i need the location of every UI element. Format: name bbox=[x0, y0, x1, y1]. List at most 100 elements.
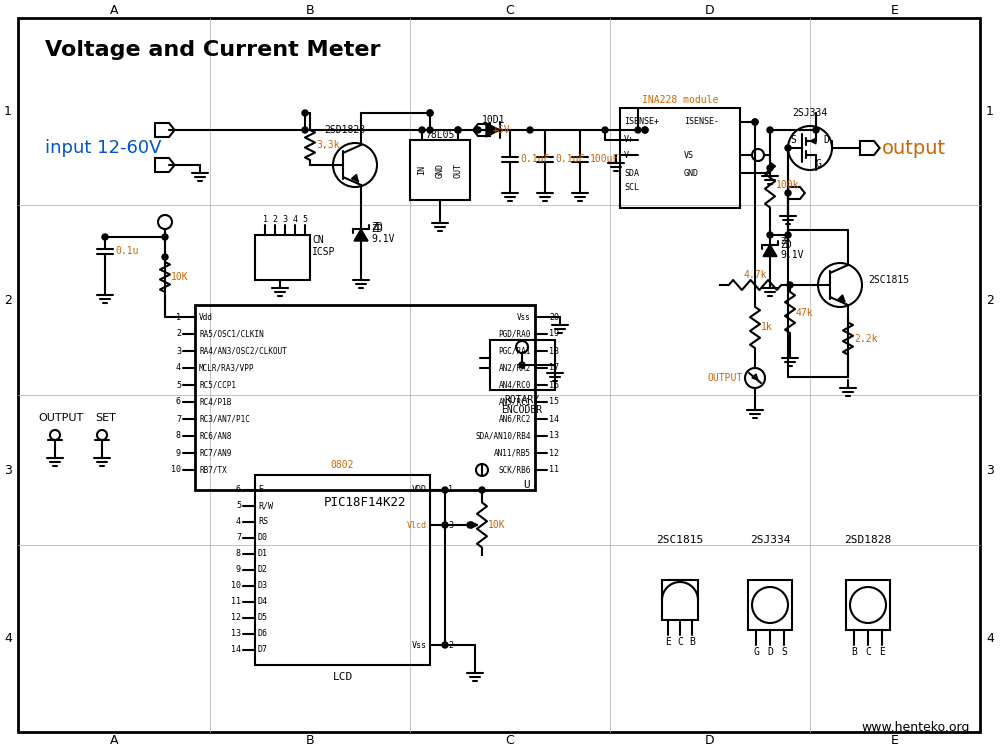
Text: D2: D2 bbox=[258, 566, 268, 574]
Text: 2SC1815: 2SC1815 bbox=[656, 535, 704, 545]
Text: PIC18F14K22: PIC18F14K22 bbox=[324, 496, 406, 508]
Text: C: C bbox=[865, 647, 871, 657]
Text: PGC/RA1: PGC/RA1 bbox=[499, 346, 531, 355]
Circle shape bbox=[642, 127, 648, 133]
Text: 14: 14 bbox=[231, 646, 241, 655]
Text: D: D bbox=[705, 734, 715, 746]
Text: E: E bbox=[891, 734, 899, 746]
Text: SCL: SCL bbox=[624, 184, 639, 193]
Text: V-: V- bbox=[624, 151, 634, 160]
Text: D: D bbox=[767, 647, 773, 657]
Polygon shape bbox=[763, 244, 777, 256]
Text: ICSP: ICSP bbox=[312, 247, 336, 257]
Text: GND: GND bbox=[684, 169, 699, 178]
Circle shape bbox=[442, 487, 448, 493]
Circle shape bbox=[642, 127, 648, 133]
Text: C: C bbox=[677, 637, 683, 647]
Circle shape bbox=[442, 522, 448, 528]
Text: E: E bbox=[258, 485, 263, 494]
Text: 3,3k: 3,3k bbox=[316, 140, 340, 150]
Text: 9: 9 bbox=[176, 448, 181, 458]
Text: 4: 4 bbox=[4, 632, 12, 645]
Circle shape bbox=[427, 110, 433, 116]
Text: RB7/TX: RB7/TX bbox=[199, 466, 227, 475]
Text: 4.7k: 4.7k bbox=[743, 270, 767, 280]
Text: E: E bbox=[891, 4, 899, 16]
Text: 13: 13 bbox=[549, 431, 559, 440]
Text: VS: VS bbox=[684, 151, 694, 160]
Text: RA4/AN3/OSC2/CLKOUT: RA4/AN3/OSC2/CLKOUT bbox=[199, 346, 287, 355]
Text: 10K: 10K bbox=[171, 272, 189, 282]
Text: ZD: ZD bbox=[780, 238, 790, 247]
Text: G: G bbox=[815, 159, 821, 169]
Text: D3: D3 bbox=[258, 581, 268, 590]
Text: 7: 7 bbox=[236, 533, 241, 542]
Circle shape bbox=[419, 127, 425, 133]
Text: 4: 4 bbox=[236, 518, 241, 526]
Text: 2SC1815: 2SC1815 bbox=[868, 275, 909, 285]
Text: 1: 1 bbox=[176, 313, 181, 322]
Bar bbox=[410, 140, 470, 200]
Text: ZD: ZD bbox=[780, 239, 792, 250]
Bar bbox=[620, 108, 740, 208]
Text: 6: 6 bbox=[236, 485, 241, 494]
Text: 20: 20 bbox=[549, 313, 559, 322]
Text: 4: 4 bbox=[292, 215, 298, 224]
Text: 8: 8 bbox=[176, 431, 181, 440]
Text: D7: D7 bbox=[258, 646, 268, 655]
Text: 17: 17 bbox=[549, 364, 559, 373]
Circle shape bbox=[785, 145, 791, 151]
Text: A: A bbox=[110, 4, 118, 16]
Text: AN4/RC0: AN4/RC0 bbox=[499, 380, 531, 389]
Text: 47k: 47k bbox=[796, 308, 814, 317]
Text: 7: 7 bbox=[176, 415, 181, 424]
Text: 1k: 1k bbox=[761, 322, 773, 332]
Text: Voltage and Current Meter: Voltage and Current Meter bbox=[45, 40, 380, 60]
Text: Vdd: Vdd bbox=[199, 313, 213, 322]
Text: 78L05: 78L05 bbox=[425, 130, 455, 140]
Text: 2: 2 bbox=[176, 329, 181, 338]
Circle shape bbox=[813, 127, 819, 133]
Text: +5V: +5V bbox=[493, 125, 511, 135]
Text: 3: 3 bbox=[283, 215, 288, 224]
Text: 1: 1 bbox=[448, 485, 453, 494]
Text: 3: 3 bbox=[176, 346, 181, 355]
Text: 10K: 10K bbox=[488, 520, 506, 530]
Text: 1: 1 bbox=[262, 215, 268, 224]
Text: D0: D0 bbox=[258, 533, 268, 542]
Text: SET: SET bbox=[95, 413, 116, 423]
Text: 4: 4 bbox=[986, 632, 994, 645]
Text: B: B bbox=[306, 734, 314, 746]
Circle shape bbox=[455, 127, 461, 133]
Text: AN11/RB5: AN11/RB5 bbox=[494, 448, 531, 458]
Text: 2: 2 bbox=[272, 215, 278, 224]
Text: RC3/AN7/P1C: RC3/AN7/P1C bbox=[199, 415, 250, 424]
Text: 2SJ334: 2SJ334 bbox=[792, 108, 828, 118]
Text: RC4/P1B: RC4/P1B bbox=[199, 398, 231, 406]
Text: V+: V+ bbox=[624, 136, 634, 145]
Text: D5: D5 bbox=[258, 614, 268, 622]
Text: D6: D6 bbox=[258, 629, 268, 638]
Text: B: B bbox=[306, 4, 314, 16]
Text: 2: 2 bbox=[448, 640, 453, 650]
Text: IN: IN bbox=[418, 165, 426, 175]
Text: AN6/RC2: AN6/RC2 bbox=[499, 415, 531, 424]
Circle shape bbox=[767, 165, 773, 171]
Text: ISENSE-: ISENSE- bbox=[684, 118, 719, 127]
Text: RC5/CCP1: RC5/CCP1 bbox=[199, 380, 236, 389]
Text: ZD: ZD bbox=[371, 224, 383, 234]
Text: ISENSE+: ISENSE+ bbox=[624, 118, 659, 127]
Text: 6: 6 bbox=[176, 398, 181, 406]
Text: Vss: Vss bbox=[412, 640, 427, 650]
Text: 2: 2 bbox=[4, 293, 12, 307]
Text: 0.1uF: 0.1uF bbox=[555, 154, 584, 164]
Bar bbox=[748, 580, 792, 630]
Text: AN5/RC1: AN5/RC1 bbox=[499, 398, 531, 406]
Text: 11: 11 bbox=[549, 466, 559, 475]
Bar bbox=[846, 580, 890, 630]
Text: www.henteko.org: www.henteko.org bbox=[862, 722, 970, 734]
Text: 100k: 100k bbox=[776, 180, 800, 190]
Text: D4: D4 bbox=[258, 598, 268, 607]
Circle shape bbox=[302, 127, 308, 133]
Text: 15: 15 bbox=[549, 398, 559, 406]
